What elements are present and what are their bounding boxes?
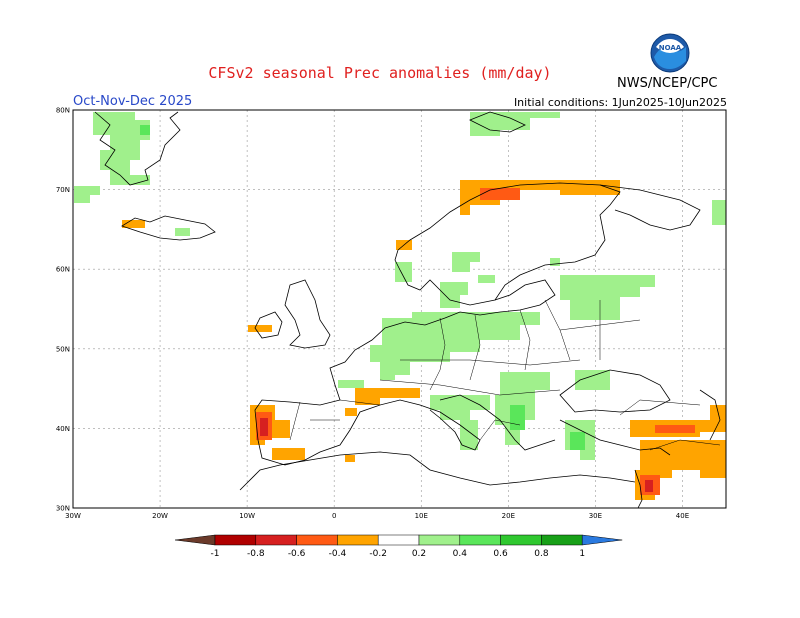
lon-tick-label: 30W (65, 512, 81, 520)
svalbard-patch (470, 112, 560, 136)
lon-tick-label: 30E (589, 512, 602, 520)
scandinavia-south-patch (440, 282, 468, 308)
algeria-dry-patch (345, 455, 355, 462)
ireland-dry-patch (248, 325, 272, 332)
colorbar-segment (459, 534, 501, 546)
coastlines (94, 111, 721, 509)
greenland-coast (94, 111, 181, 186)
noaa-logo-text: NOAA (659, 44, 682, 52)
norway-patch (395, 262, 412, 282)
iceland-coast (121, 215, 216, 241)
gridlines (73, 110, 726, 508)
longitude-labels: 30W 20W 10W 0 10E 20E 30E 40E (65, 512, 689, 520)
map-frame (72, 109, 727, 509)
lat-tick-label: 30N (56, 505, 70, 513)
europe-borders (289, 299, 721, 451)
lon-tick-label: 0 (332, 512, 336, 520)
lon-tick-label: 40E (676, 512, 689, 520)
western-europe-coast (254, 317, 481, 466)
colorbar-label: 0.6 (493, 549, 508, 559)
adriatic-coast (439, 394, 556, 451)
north-africa-coast (239, 451, 636, 491)
negative-anomaly-extreme (260, 418, 653, 492)
lat-tick-label: 40N (56, 425, 70, 433)
portugal-extreme-dry-patch (260, 418, 268, 436)
pyrenees-dry-patch (355, 388, 420, 405)
colorbar-label: 1 (579, 549, 585, 559)
france-patch (338, 380, 364, 388)
central-europe-patch (370, 312, 540, 380)
russia-patch-2 (560, 275, 655, 320)
iceland-patch (175, 228, 190, 236)
greenland-sw-patch (74, 186, 100, 203)
lat-tick-label: 50N (56, 345, 70, 353)
colorbar-segment (541, 534, 583, 546)
noaa-logo: NOAA (650, 33, 690, 73)
lon-tick-label: 10E (415, 512, 428, 520)
colorbar-segment (214, 534, 257, 546)
colorbar-label: 0.8 (534, 549, 549, 559)
lat-tick-label: 60N (56, 266, 70, 274)
atlantic-patch (712, 200, 726, 225)
kola-coast (599, 184, 701, 231)
colorbar-label: -0.8 (247, 549, 265, 559)
colorbar-left-arrow (174, 534, 216, 546)
colorbar-segment (377, 534, 420, 546)
levant-extreme-dry-patch (645, 480, 653, 492)
colorbar-label: -0.6 (288, 549, 306, 559)
agency-label: NWS/NCEP/CPC (617, 76, 718, 91)
colorbar-label: -1 (211, 549, 220, 559)
scandinavia-coast (394, 182, 621, 306)
colorbar-label: -0.4 (329, 549, 347, 559)
colorbar-label: 0.2 (412, 549, 426, 559)
svalbard-coast (469, 111, 526, 133)
russia-patch-1 (550, 258, 560, 266)
colorbar-label: 0.4 (453, 549, 468, 559)
turkey-coast (559, 419, 671, 456)
baltic-coast (444, 279, 556, 319)
colorbar-segment (255, 534, 297, 546)
greenland-strong-patch (140, 125, 150, 135)
middle-east-dry-patch (635, 440, 726, 500)
colorbar-segment (418, 534, 461, 546)
lon-tick-label: 10W (239, 512, 255, 520)
colorbar-segment (500, 534, 542, 546)
country-borders (289, 299, 721, 451)
balkan-strong-patch (510, 405, 525, 430)
morocco-dry-patch (272, 448, 305, 460)
lon-tick-label: 20W (152, 512, 168, 520)
levant-coast (634, 469, 643, 509)
colorbar: -1 -0.8 -0.6 -0.4 -0.2 0.2 0.4 0.6 0.8 1 (174, 534, 623, 559)
black-sea-patch (575, 370, 610, 390)
colorbar-label: -0.2 (369, 549, 387, 559)
chart-title: CFSv2 seasonal Prec anomalies (mm/day) (208, 64, 552, 82)
caucasus-strong-dry-patch (655, 425, 695, 433)
baltic-patch (478, 275, 495, 283)
spain-coast-dry-patch (345, 408, 357, 416)
uk-coast (284, 279, 331, 349)
map-area (72, 109, 727, 509)
ireland-coast (254, 311, 283, 339)
lat-tick-label: 70N (56, 186, 70, 194)
italy-patch (460, 420, 478, 450)
norway-strong-dry-patch (480, 188, 520, 200)
initial-conditions-label: Initial conditions: 1Jun2025-10Jun2025 (513, 96, 727, 109)
season-label: Oct-Nov-Dec 2025 (73, 94, 193, 109)
positive-anomaly-patches (74, 112, 726, 460)
colorbar-right-arrow (581, 534, 623, 546)
black-sea-coast (559, 369, 671, 413)
adriatic-patch (430, 395, 490, 420)
colorbar-segment (337, 534, 379, 546)
latitude-labels: 30N 40N 50N 60N 70N 80N (56, 107, 70, 513)
greenland-wet-patch (93, 112, 150, 185)
turkey-strong-patch (570, 432, 585, 450)
caspian-coast (699, 389, 721, 441)
lon-tick-label: 20E (502, 512, 515, 520)
colorbar-segment (296, 534, 338, 546)
sweden-patch (452, 252, 480, 272)
lat-tick-label: 80N (56, 107, 70, 115)
caucasus-dry-patch (630, 405, 726, 437)
